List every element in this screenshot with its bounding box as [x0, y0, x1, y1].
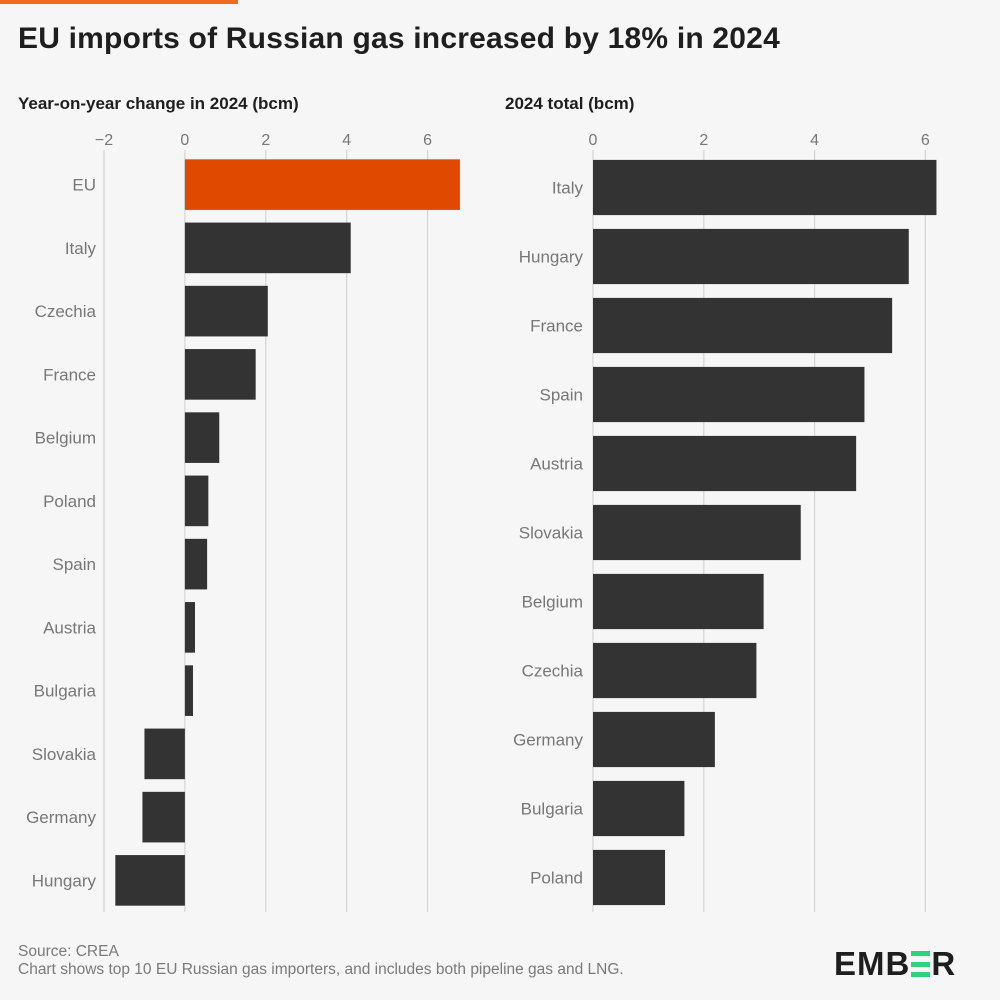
total-category-label: Austria	[530, 455, 583, 474]
yoy-bar-hungary	[115, 855, 185, 906]
yoy-bar-slovakia	[144, 728, 185, 780]
yoy-tick-label: 6	[423, 132, 432, 149]
yoy-tick-label: −2	[95, 132, 113, 149]
total-category-label: Bulgaria	[521, 800, 584, 819]
total-bar-bulgaria	[593, 780, 685, 837]
yoy-tick-label: 2	[261, 132, 270, 149]
yoy-category-label: Slovakia	[32, 745, 97, 764]
total-category-label: Belgium	[522, 593, 583, 612]
yoy-bar-poland	[184, 475, 209, 527]
total-tick-label: 2	[699, 132, 708, 149]
total-category-label: Spain	[540, 386, 583, 405]
right-chart-title: 2024 total (bcm)	[505, 94, 635, 113]
ember-logo: EMB R	[834, 945, 956, 983]
source-note: Source: CREA	[18, 943, 119, 960]
yoy-bar-austria	[184, 602, 195, 653]
yoy-bar-bulgaria	[184, 665, 193, 716]
yoy-bar-germany	[142, 791, 185, 843]
total-category-label: Hungary	[519, 248, 584, 267]
total-bar-austria	[593, 435, 857, 492]
total-bar-belgium	[593, 573, 764, 630]
logo-text-start: EMB	[834, 945, 911, 982]
yoy-bar-czechia	[184, 285, 268, 337]
logo-text-end: R	[931, 945, 957, 982]
yoy-category-label: Italy	[65, 239, 97, 258]
yoy-category-label: France	[43, 365, 96, 384]
yoy-category-label: Hungary	[32, 871, 97, 890]
total-tick-label: 4	[810, 132, 819, 149]
chart-note: Chart shows top 10 EU Russian gas import…	[18, 961, 624, 978]
yoy-tick-label: 0	[180, 132, 189, 149]
total-2024-chart: 0 2 4 6 Italy Hungary France Spain Austria Slovak…	[513, 132, 937, 912]
yoy-category-label: Belgium	[35, 429, 96, 448]
total-bar-france	[593, 297, 893, 354]
yoy-bar-eu	[184, 159, 460, 210]
total-category-label: Germany	[513, 731, 583, 750]
footer: Source: CREA Chart shows top 10 EU Russi…	[18, 943, 624, 979]
yoy-category-label: Austria	[43, 618, 96, 637]
page-title: EU imports of Russian gas increased by 1…	[18, 22, 780, 55]
yoy-tick-label: 4	[342, 132, 351, 149]
total-bar-germany	[593, 711, 715, 768]
total-category-label: Czechia	[522, 662, 584, 681]
yoy-bar-belgium	[184, 412, 220, 463]
yoy-category-label: EU	[72, 176, 96, 195]
total-bar-hungary	[593, 228, 909, 285]
total-bar-spain	[593, 366, 865, 423]
logo-e-mark	[911, 945, 931, 977]
yoy-category-label: Poland	[43, 492, 96, 511]
total-bar-italy	[593, 159, 937, 216]
top-accent-bar	[0, 0, 238, 4]
total-tick-label: 6	[921, 132, 930, 149]
yoy-bar-italy	[184, 222, 351, 274]
total-category-label: Slovakia	[519, 524, 584, 543]
total-category-label: Poland	[530, 869, 583, 888]
yoy-category-label: Spain	[53, 555, 96, 574]
yoy-bar-spain	[184, 538, 208, 590]
yoy-category-label: Bulgaria	[34, 682, 97, 701]
total-category-label: France	[530, 317, 583, 336]
yoy-category-label: Germany	[26, 808, 96, 827]
total-bar-poland	[593, 849, 666, 906]
yoy-bar-france	[184, 349, 256, 400]
left-chart-title: Year-on-year change in 2024 (bcm)	[18, 94, 299, 113]
total-tick-label: 0	[589, 132, 598, 149]
total-bar-czechia	[593, 642, 757, 699]
total-bar-slovakia	[593, 504, 801, 561]
yoy-category-label: Czechia	[35, 302, 97, 321]
yoy-change-chart: −2 0 2 4 6 EU Italy Czechia France Belgium Poland S…	[26, 132, 460, 912]
total-category-label: Italy	[552, 179, 584, 198]
